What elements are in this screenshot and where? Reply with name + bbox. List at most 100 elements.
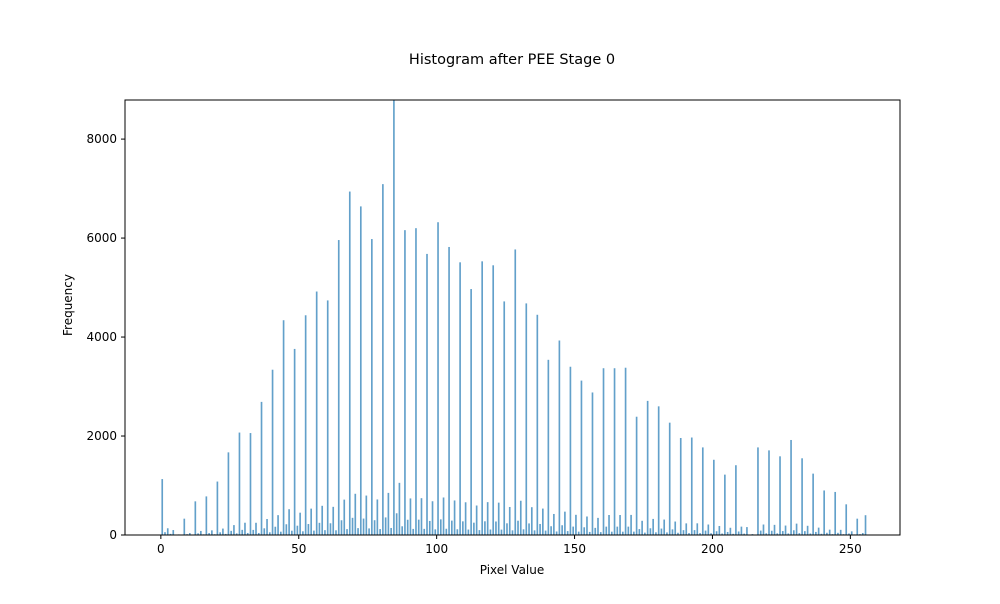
bar: [410, 498, 412, 535]
bar: [672, 529, 674, 535]
x-tick-label: 0: [157, 542, 165, 556]
bar: [567, 531, 569, 535]
bar: [603, 368, 605, 535]
bar: [429, 521, 431, 535]
bar: [492, 265, 494, 535]
bar: [525, 303, 527, 535]
bar: [790, 440, 792, 535]
bar: [385, 517, 387, 535]
y-tick-label: 0: [109, 528, 117, 542]
bar: [195, 501, 197, 535]
bar: [793, 530, 795, 535]
bar: [324, 530, 326, 535]
bar: [255, 523, 257, 535]
bar: [539, 524, 541, 535]
bar: [556, 531, 558, 535]
bar: [586, 516, 588, 535]
bar: [418, 520, 420, 535]
y-tick-label: 4000: [86, 330, 117, 344]
bar: [696, 523, 698, 535]
bar: [661, 529, 663, 535]
bar: [283, 320, 285, 535]
bar: [354, 494, 356, 535]
bar: [274, 527, 276, 535]
bar: [239, 433, 241, 535]
bar: [594, 528, 596, 535]
bar: [548, 360, 550, 535]
bar: [495, 521, 497, 535]
bar: [341, 520, 343, 535]
bar: [506, 523, 508, 535]
bar: [512, 530, 514, 535]
bar: [172, 530, 174, 535]
bar: [250, 433, 252, 535]
bar: [807, 526, 809, 535]
bar: [724, 475, 726, 535]
bar: [352, 518, 354, 535]
bar: [388, 493, 390, 535]
y-tick-label: 8000: [86, 132, 117, 146]
bar: [845, 504, 847, 535]
bar: [479, 530, 481, 535]
bar: [771, 531, 773, 535]
bar: [658, 406, 660, 535]
y-axis-label: Frequency: [61, 274, 75, 336]
bar: [316, 292, 318, 535]
bar: [633, 532, 635, 535]
bar: [583, 527, 585, 535]
bar: [498, 503, 500, 535]
bar: [365, 496, 367, 535]
bar: [445, 529, 447, 535]
bar: [636, 417, 638, 535]
bar: [286, 524, 288, 535]
bar: [779, 456, 781, 535]
x-tick-label: 50: [291, 542, 306, 556]
bar: [652, 519, 654, 535]
bar: [462, 521, 464, 535]
bar: [302, 531, 304, 535]
bar: [785, 526, 787, 535]
bar: [233, 525, 235, 535]
bar: [545, 531, 547, 535]
bar: [183, 519, 185, 535]
bar: [161, 479, 163, 535]
bar: [401, 526, 403, 535]
bar: [297, 526, 299, 535]
bar: [534, 530, 536, 535]
bar: [738, 531, 740, 535]
bar: [531, 507, 533, 535]
bar: [746, 527, 748, 535]
bar: [608, 515, 610, 535]
bar: [616, 527, 618, 535]
bar: [614, 368, 616, 535]
bar: [487, 502, 489, 535]
bar: [457, 529, 459, 535]
bar: [343, 500, 345, 535]
bar: [272, 370, 274, 535]
bar: [694, 530, 696, 535]
bar: [840, 530, 842, 535]
bar: [630, 515, 632, 535]
bar: [360, 206, 362, 535]
bar: [200, 531, 202, 535]
bar: [641, 521, 643, 535]
bar: [523, 529, 525, 535]
bar: [451, 521, 453, 535]
bar: [578, 532, 580, 535]
bar: [570, 367, 572, 535]
bar: [683, 530, 685, 535]
bar: [735, 465, 737, 535]
bar: [448, 247, 450, 535]
bar: [310, 509, 312, 535]
bar: [412, 529, 414, 535]
bar: [346, 529, 348, 535]
bar: [707, 525, 709, 535]
bar: [363, 519, 365, 535]
bar: [484, 521, 486, 535]
bar: [481, 261, 483, 535]
chart-title: Histogram after PEE Stage 0: [409, 52, 615, 68]
bar: [382, 184, 384, 535]
x-axis-label: Pixel Value: [480, 563, 545, 577]
bar: [856, 519, 858, 535]
